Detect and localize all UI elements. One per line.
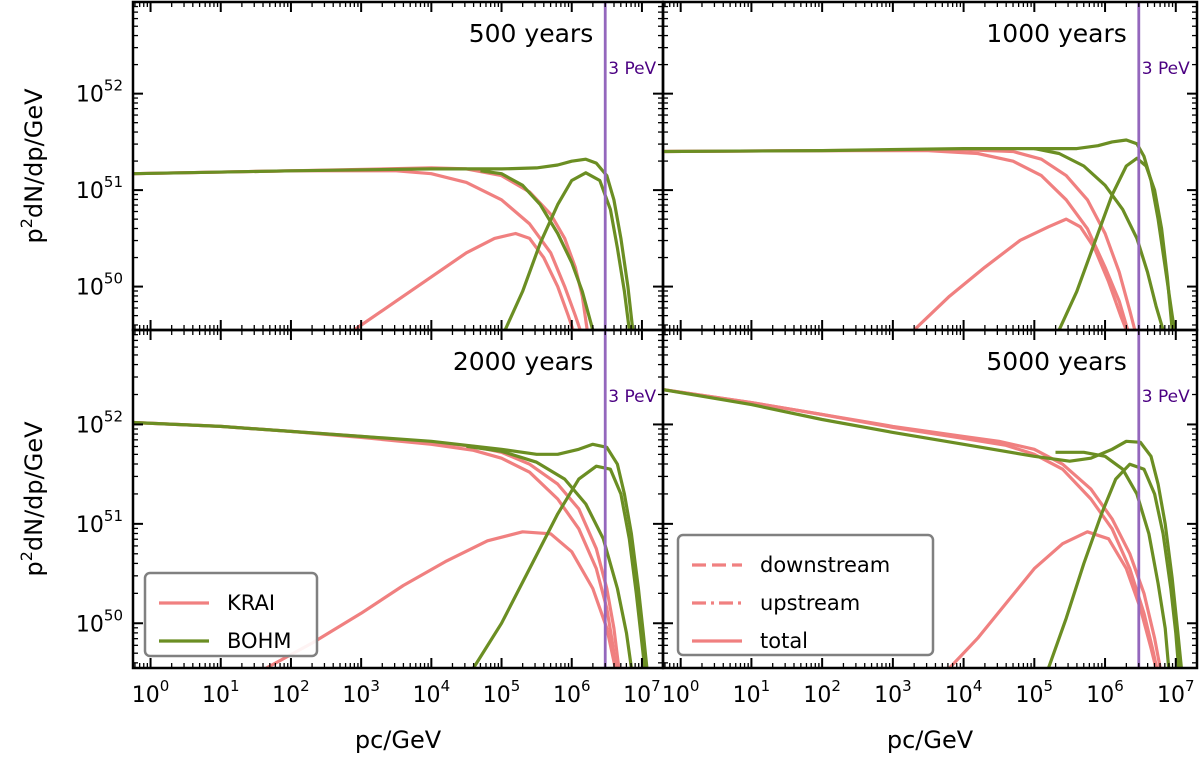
panel-3: 3 PeV 2000 years 1050 1051 1052 p2dN/dp/GeV 10… <box>17 328 665 754</box>
x-tick-label: 105 <box>483 677 521 708</box>
legend-label: BOHM <box>227 629 291 653</box>
series-bohm-downstream <box>480 169 595 330</box>
panel-label: 2000 years <box>453 347 593 376</box>
legend-label: KRAI <box>227 591 275 615</box>
panel-label: 500 years <box>469 19 593 48</box>
series-bohm-upstream <box>503 171 631 330</box>
legend-label: total <box>760 629 808 653</box>
x-tick-label: 101 <box>202 677 240 708</box>
series-bohm-upstream <box>1057 156 1174 330</box>
x-tick-label: 106 <box>1086 677 1124 708</box>
series-bohm-total <box>663 388 1183 668</box>
x-tick-label: 103 <box>874 677 912 708</box>
series-krai-upstream <box>948 530 1158 668</box>
x-tick-label: 102 <box>272 677 310 708</box>
series-group <box>133 157 635 330</box>
panel-4: 3 PeV 5000 years 100 101 102 103 104 105 106 107 p… <box>661 328 1199 754</box>
y-tick-label: 1051 <box>76 173 123 204</box>
x-tick-label: 105 <box>1016 677 1054 708</box>
panel-frame <box>661 328 1199 670</box>
vline-label: 3 PeV <box>608 59 656 79</box>
y-tick-label: 1050 <box>76 606 123 637</box>
y-tick-label: 1050 <box>76 270 123 301</box>
x-tick-label: 107 <box>623 677 661 708</box>
x-tick-label: 103 <box>342 677 380 708</box>
vline-label: 3 PeV <box>1142 59 1190 79</box>
legend-label: upstream <box>760 591 860 615</box>
x-tick-label: 106 <box>553 677 591 708</box>
y-tick-label: 1052 <box>76 77 123 108</box>
vline-label: 3 PeV <box>1142 387 1190 407</box>
y-tick-label: 1051 <box>76 507 123 538</box>
series-bohm-downstream <box>1033 147 1165 330</box>
series-bohm-total <box>133 420 649 668</box>
x-tick-label: 102 <box>803 677 841 708</box>
vline-label: 3 PeV <box>608 387 656 407</box>
series-bohm-upstream <box>472 464 647 668</box>
series-bohm-downstream <box>1055 450 1171 668</box>
series-bohm-upstream <box>1046 462 1181 668</box>
series-bohm-downstream <box>466 444 633 668</box>
series-group <box>133 420 649 668</box>
x-tick-label: 100 <box>132 677 170 708</box>
y-tick-label: 1052 <box>76 407 123 438</box>
x-tick-label: 104 <box>413 677 451 708</box>
series-group <box>663 388 1183 668</box>
panel-label: 1000 years <box>986 19 1126 48</box>
panel-label: 5000 years <box>986 347 1126 376</box>
x-tick-label: 100 <box>662 677 700 708</box>
legend-components: downstream upstream total <box>676 533 935 657</box>
x-tick-label: 107 <box>1157 677 1195 708</box>
legend-frame <box>143 571 319 658</box>
x-axis-title: pc/GeV <box>355 726 442 754</box>
legend-label: downstream <box>760 553 890 577</box>
x-tick-label: 104 <box>945 677 983 708</box>
y-axis-title: p2dN/dp/GeV <box>17 88 48 244</box>
series-krai-upstream <box>912 217 1128 330</box>
series-krai-upstream <box>265 530 617 668</box>
y-axis-title: p2dN/dp/GeV <box>17 421 48 577</box>
x-tick-label: 101 <box>733 677 771 708</box>
x-axis-title: pc/GeV <box>887 726 974 754</box>
legend-models: KRAI BOHM <box>143 571 319 658</box>
series-group <box>663 138 1176 330</box>
series-krai-downstream <box>663 388 1159 668</box>
series-krai-upstream <box>353 231 575 330</box>
series-bohm-total <box>133 157 635 330</box>
